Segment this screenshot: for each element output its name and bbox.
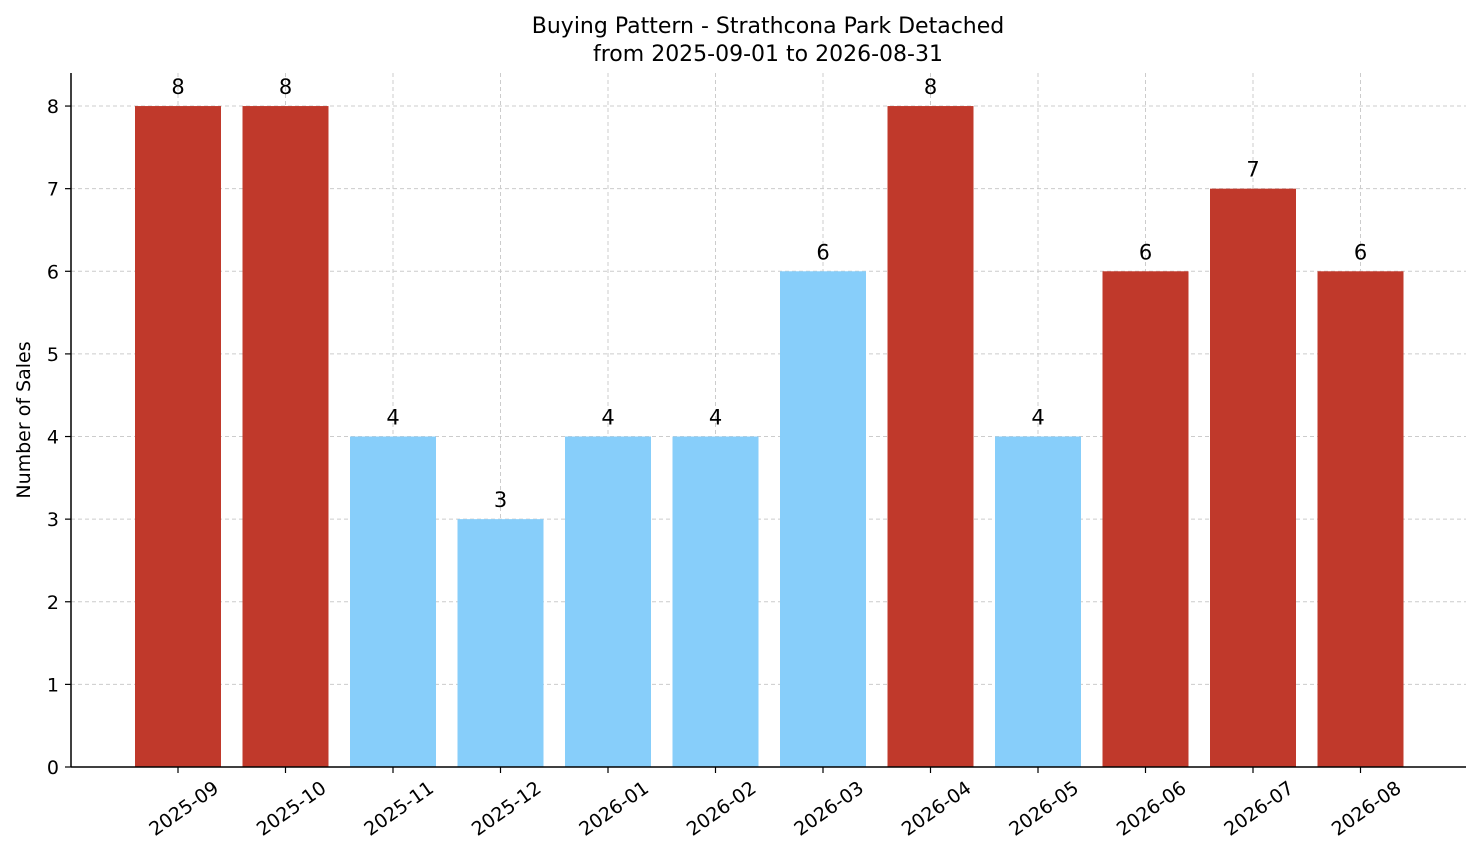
data-labels: 8 8 4 3 4 4 6 8 4 6 7 6: [171, 75, 1367, 512]
y-axis-label: Number of Sales: [13, 341, 35, 498]
y-tick-label: 5: [47, 344, 59, 366]
bar-value-label: 7: [1246, 158, 1259, 182]
bar-value-label: 4: [709, 406, 722, 430]
y-tick-label: 1: [47, 674, 59, 696]
y-tick-label: 3: [47, 509, 59, 531]
bar-value-label: 4: [601, 406, 614, 430]
x-tick-label: 2026-04: [898, 777, 976, 841]
y-tick-label: 7: [47, 179, 59, 201]
bar: [457, 519, 544, 767]
x-tick-label: 2026-01: [575, 777, 653, 841]
bar: [350, 436, 436, 767]
bar-value-label: 4: [1031, 406, 1044, 430]
bars: [135, 106, 1404, 768]
y-tick-label: 4: [47, 427, 59, 449]
bar: [780, 271, 866, 767]
bar-value-label: 8: [171, 75, 184, 99]
bar-value-label: 4: [386, 406, 399, 430]
bar-value-label: 6: [1354, 240, 1367, 264]
bar: [672, 436, 759, 767]
x-tick-label: 2025-11: [360, 777, 438, 841]
x-tick-label: 2025-09: [145, 777, 223, 841]
bar-value-label: 8: [279, 75, 292, 99]
x-tick-label: 2026-08: [1328, 777, 1406, 841]
bar: [1317, 271, 1404, 767]
chart-title: Buying Pattern - Strathcona Park Detache…: [532, 14, 1004, 39]
bar: [565, 436, 651, 767]
bar: [887, 106, 974, 768]
bar: [242, 106, 329, 768]
y-tick-label: 0: [47, 757, 59, 779]
x-tick-label: 2026-06: [1113, 777, 1191, 841]
y-tick-label: 8: [47, 96, 59, 118]
x-tick-label: 2026-03: [790, 777, 868, 841]
bar: [1210, 188, 1296, 767]
chart-subtitle: from 2025-09-01 to 2026-08-31: [593, 42, 943, 67]
bar: [995, 436, 1081, 767]
bar-value-label: 6: [816, 240, 829, 264]
y-tick-label: 6: [47, 261, 59, 283]
y-tick-label: 2: [47, 592, 59, 614]
x-tick-label: 2025-12: [468, 777, 546, 841]
bar-value-label: 6: [1139, 240, 1152, 264]
x-tick-label: 2026-05: [1005, 777, 1083, 841]
bar: [135, 106, 221, 768]
x-tick-label: 2026-07: [1220, 777, 1298, 841]
bar: [1102, 271, 1189, 767]
x-tick-label: 2026-02: [683, 777, 761, 841]
bar-value-label: 8: [924, 75, 937, 99]
x-tick-label: 2025-10: [253, 777, 331, 841]
bar-value-label: 3: [494, 488, 507, 512]
